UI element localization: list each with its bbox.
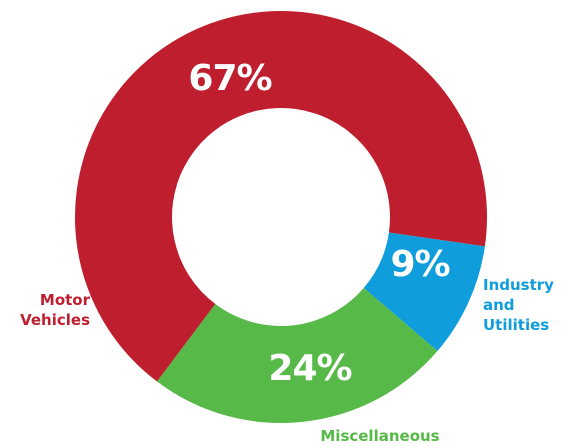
donut-segment	[363, 232, 485, 352]
value-label: 67%	[188, 58, 271, 99]
category-label: Motor Vehicles	[20, 291, 90, 329]
category-label: Industry and Utilities	[483, 276, 554, 334]
category-label: Miscellaneous	[320, 427, 440, 445]
donut-segment	[75, 11, 487, 382]
value-label: 9%	[390, 244, 449, 285]
value-label: 24%	[268, 348, 351, 389]
donut-segment	[157, 287, 438, 423]
